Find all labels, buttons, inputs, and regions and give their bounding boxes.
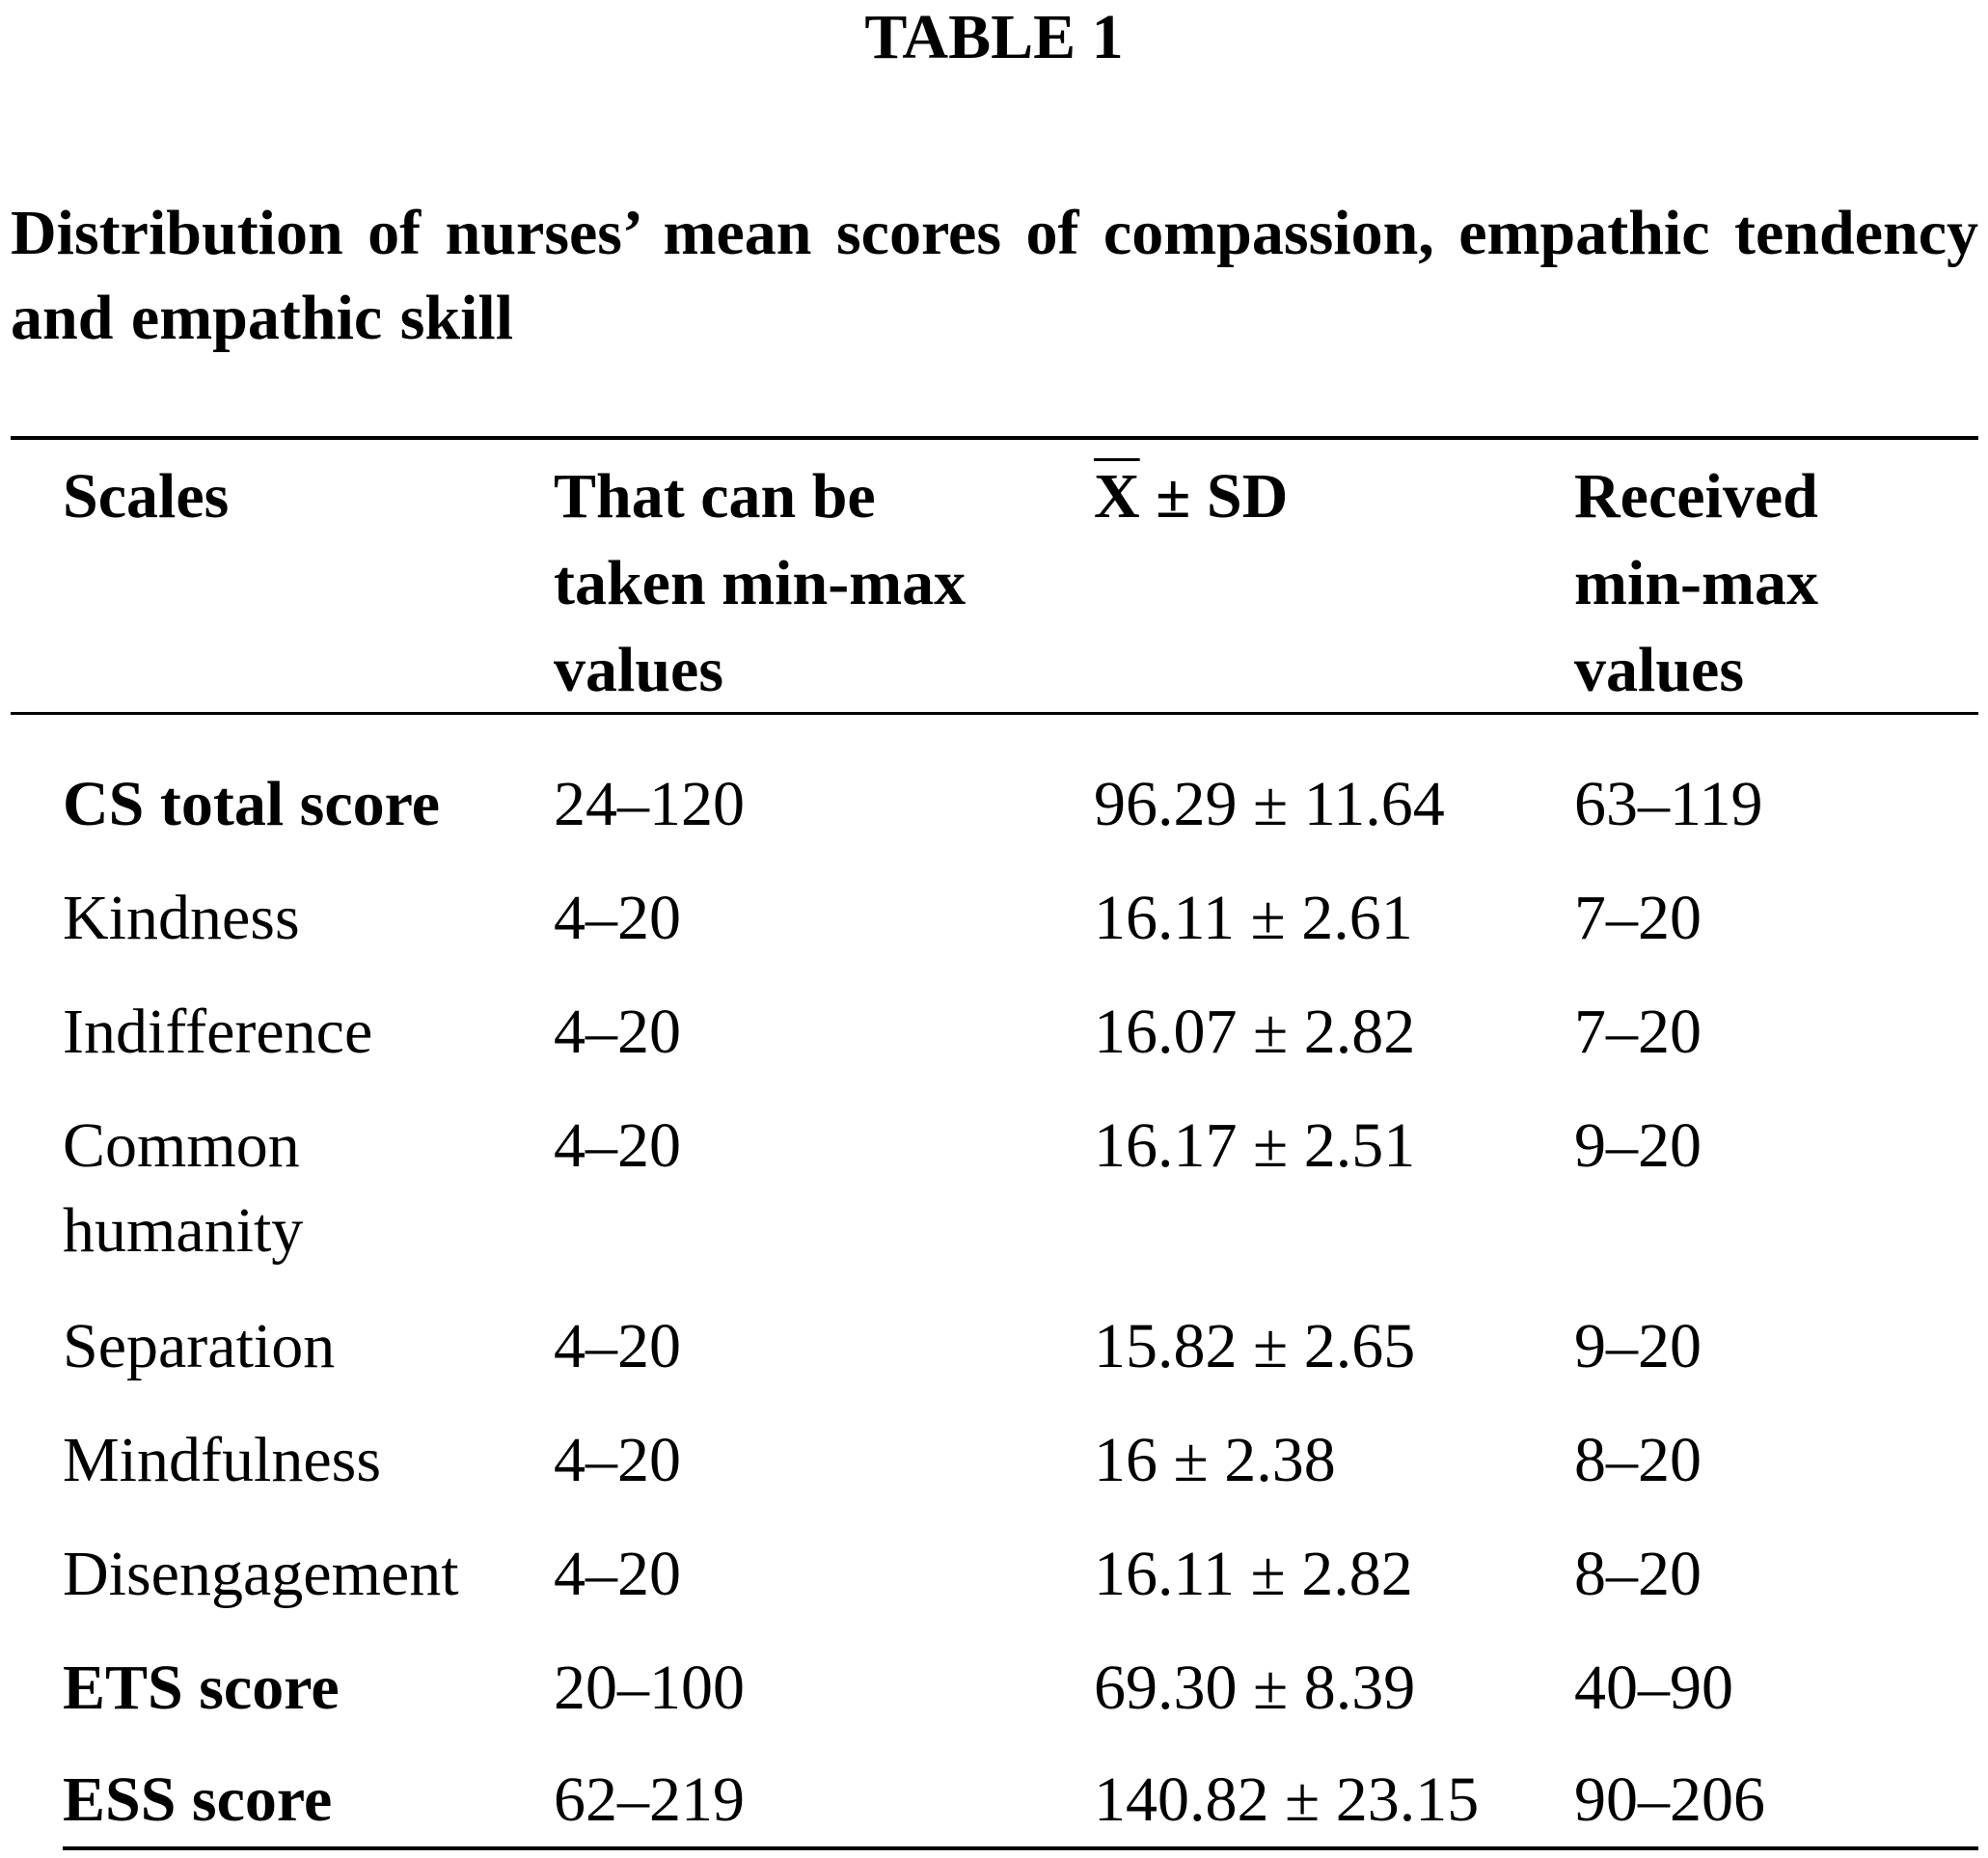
row-scale: Indifference [63,997,373,1067]
row-scale: Disengagement [63,1539,459,1609]
header-rule [11,712,1978,715]
row-received: 9–20 [1574,1110,1702,1181]
header-received-line-1: Received [1574,461,1818,532]
row-mean-sd: 16 ± 2.38 [1094,1425,1336,1495]
row-received: 7–20 [1574,997,1702,1067]
row-mean-sd: 15.82 ± 2.65 [1094,1311,1416,1381]
row-possible: 4–20 [554,997,681,1067]
header-received-line-3: values [1574,635,1745,705]
row-mean-sd: 140.82 ± 23.15 [1094,1764,1480,1835]
header-possible-range: That can be taken min-max values [554,453,966,714]
header-mean-sd-label: ± SD [1139,461,1289,532]
row-possible: 4–20 [554,1539,681,1609]
table-label: TABLE 1 [864,2,1124,72]
row-possible: 24–120 [554,769,745,839]
row-mean-sd: 16.17 ± 2.51 [1094,1110,1416,1181]
row-scale: Common humanity [63,1104,303,1273]
row-scale: ETS score [63,1653,340,1723]
row-mean-sd: 69.30 ± 8.39 [1094,1653,1416,1723]
row-possible: 4–20 [554,1311,681,1381]
row-scale: Separation [63,1311,336,1381]
row-possible: 4–20 [554,1110,681,1181]
row-mean-sd: 16.11 ± 2.82 [1094,1539,1413,1609]
row-received: 90–206 [1574,1764,1765,1835]
row-scale-line-1: Common [63,1110,300,1181]
row-received: 40–90 [1574,1653,1733,1723]
row-received: 8–20 [1574,1425,1702,1495]
bottom-rule [63,1846,1978,1850]
row-received: 8–20 [1574,1539,1702,1609]
header-possible-line-3: values [554,635,724,705]
row-received: 7–20 [1574,883,1702,953]
header-possible-line-1: That can be [554,461,876,532]
top-rule [11,436,1978,440]
row-received: 63–119 [1574,769,1763,839]
row-received: 9–20 [1574,1311,1702,1381]
header-mean-sd: X ± SD [1094,453,1288,540]
row-scale-line-2: humanity [63,1195,304,1266]
row-possible: 62–219 [554,1764,745,1835]
row-scale: ESS score [63,1764,333,1835]
row-possible: 4–20 [554,1425,681,1495]
header-received-line-2: min-max [1574,548,1818,618]
row-possible: 20–100 [554,1653,745,1723]
header-received-range: Received min-max values [1574,453,1818,714]
mean-symbol: X [1094,461,1140,532]
row-scale: CS total score [63,769,441,839]
table-caption: Distribution of nurses’ mean scores of c… [11,198,1978,353]
row-mean-sd: 96.29 ± 11.64 [1094,769,1445,839]
header-possible-line-2: taken min-max [554,548,967,618]
header-scales: Scales [63,461,230,532]
row-scale: Kindness [63,883,300,953]
row-possible: 4–20 [554,883,681,953]
row-mean-sd: 16.11 ± 2.61 [1094,883,1413,953]
row-scale: Mindfulness [63,1425,381,1495]
row-mean-sd: 16.07 ± 2.82 [1094,997,1416,1067]
